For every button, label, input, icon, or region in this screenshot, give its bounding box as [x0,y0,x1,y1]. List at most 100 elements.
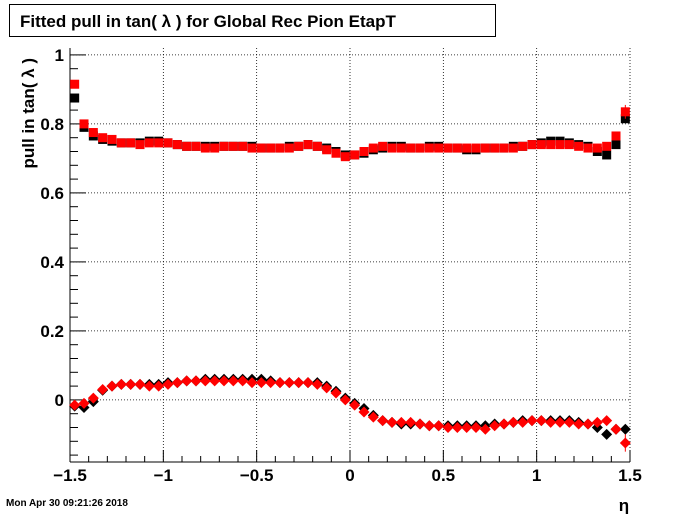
data-point-square [611,131,621,141]
data-point-square [191,141,201,151]
data-point-diamond [255,377,267,389]
data-point-square [294,141,304,151]
data-point-square [359,147,369,156]
x-tick-label: 0 [345,466,354,485]
data-point-square [480,143,490,153]
data-point-diamond [545,416,557,428]
data-point-diamond [601,415,613,427]
data-point-diamond [339,394,351,406]
data-point-diamond [321,382,333,394]
data-point-diamond [78,397,90,409]
data-point-diamond [423,420,435,432]
data-point-diamond [582,418,594,430]
data-point-square [70,93,80,103]
data-point-square [387,143,397,153]
data-point-diamond [479,423,491,435]
data-point-square [527,140,537,150]
data-point-square [144,138,154,148]
data-point-square [275,143,285,153]
data-point-diamond [619,423,631,435]
data-point-diamond [162,378,174,390]
data-point-diamond [442,422,454,433]
data-point-square [368,143,378,153]
data-point-diamond [311,378,323,390]
tick-label-layer: −1.5 −1 −0.5 0 0.5 1 1.5 0 0.2 0.4 0.6 0.8 1 [40,46,641,485]
marker-layer [69,79,631,452]
data-point-square [602,141,612,151]
data-point-square [415,143,425,153]
data-point-square [555,140,565,150]
data-point-square [116,138,126,148]
data-point-diamond [218,375,230,387]
data-point-square [163,138,173,148]
data-point-square [462,143,472,153]
data-point-square [210,143,220,153]
data-point-square [228,141,238,151]
data-point-diamond [526,415,538,427]
y-tick-label: 0.4 [40,253,64,272]
series-3-diamond [69,375,631,449]
data-point-square [70,79,80,89]
data-point-square [602,150,612,160]
data-point-square [452,143,462,153]
footer-timestamp: Mon Apr 30 09:21:26 2018 [6,498,128,509]
data-point-diamond [87,392,99,404]
data-point-square [172,140,182,150]
data-point-diamond [199,375,211,387]
y-tick-label: 0 [55,391,64,410]
y-axis-title: pull in tan( λ ) [19,58,38,169]
data-point-diamond [573,418,585,430]
x-tick-label: 1.5 [618,466,642,485]
data-point-diamond [433,420,445,432]
x-tick-label: 0.5 [432,466,456,485]
data-point-square [331,148,341,158]
data-point-square [107,134,117,144]
data-point-diamond [115,378,127,390]
data-point-square [284,143,294,153]
data-point-diamond [395,416,407,428]
data-point-square [135,140,145,150]
data-point-diamond [69,399,81,411]
data-point-square [406,143,416,153]
chart-title: Fitted pull in tan( λ ) for Global Rec P… [20,12,396,31]
x-tick-label: 1 [532,466,541,485]
data-point-diamond [293,377,305,389]
data-point-diamond [563,416,575,428]
data-point-diamond [153,380,165,392]
data-point-square [303,140,313,150]
data-point-diamond [414,418,426,430]
data-point-diamond [190,375,202,387]
data-point-diamond [489,420,501,432]
data-point-square [471,143,481,153]
data-point-square [434,143,444,153]
data-point-square [200,143,210,153]
tick-layer [69,54,631,462]
x-tick-label: −1.5 [53,466,87,485]
data-point-diamond [358,406,370,418]
data-point-square [536,140,546,150]
data-point-diamond [237,375,249,387]
data-point-square [592,143,602,153]
y-tick-label: 0.6 [40,184,64,203]
data-point-square [564,140,574,150]
data-point-square [499,143,509,153]
data-point-diamond [517,416,529,428]
data-point-square [490,143,500,153]
data-point-diamond [498,418,510,430]
data-point-square [322,145,332,155]
data-point-diamond [283,377,295,389]
data-point-square [238,141,248,151]
data-point-diamond [349,399,361,411]
x-axis-title: η [619,496,629,514]
data-point-square [518,141,528,151]
data-point-square [583,143,593,153]
data-point-diamond [274,377,286,389]
data-point-diamond [386,416,398,428]
data-point-square [378,141,388,151]
data-point-square [340,152,350,162]
data-point-diamond [461,422,473,433]
data-point-square [126,138,136,148]
data-point-diamond [601,428,613,440]
data-point-square [182,141,192,151]
data-point-diamond [246,377,258,389]
